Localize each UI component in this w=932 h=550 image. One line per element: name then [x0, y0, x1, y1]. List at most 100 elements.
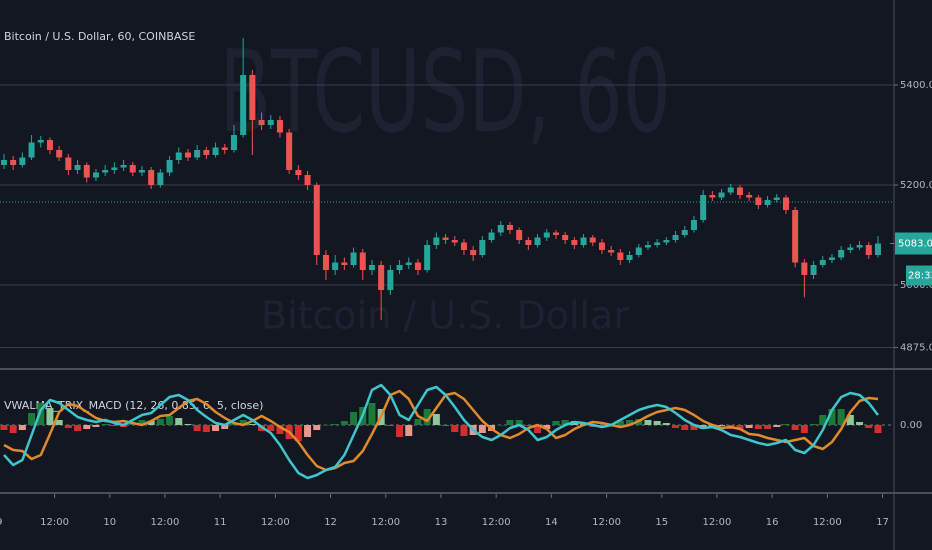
histogram-bar	[212, 425, 220, 431]
candle-body	[534, 237, 541, 245]
candle-body	[424, 245, 431, 270]
candle-body	[194, 150, 201, 158]
histogram-bar	[74, 425, 82, 431]
x-tick-label: 12:00	[813, 517, 842, 528]
histogram-bar	[83, 425, 91, 429]
candle-body	[56, 150, 63, 158]
histogram-bar	[110, 425, 118, 426]
y-tick-label: 5200.00	[900, 180, 932, 191]
histogram-bar	[101, 424, 109, 425]
histogram-bar	[865, 425, 873, 428]
histogram-bar	[690, 425, 698, 430]
candle-body	[341, 262, 348, 265]
x-tick-label: 14	[545, 517, 558, 528]
candle-body	[718, 192, 725, 198]
histogram-bar	[55, 420, 63, 425]
histogram-bar	[313, 425, 321, 430]
histogram-bar	[248, 424, 256, 425]
histogram-bar	[405, 425, 413, 436]
candle-body	[589, 237, 596, 243]
watermark-sub: Bitcoin / U.S. Dollar	[261, 294, 629, 338]
candle-body	[240, 75, 247, 135]
candle-body	[488, 232, 495, 240]
candle-body	[525, 240, 532, 245]
candle-body	[460, 242, 467, 250]
x-tick-label: 13	[435, 517, 448, 528]
histogram-bar	[386, 425, 394, 426]
x-tick-label: 12:00	[482, 517, 511, 528]
candle-body	[727, 187, 734, 193]
candle-body	[111, 167, 118, 170]
y-tick-label: 4875.00	[900, 343, 932, 354]
candle-body	[635, 247, 642, 255]
candle-body	[672, 235, 679, 240]
candle-body	[65, 157, 72, 170]
candle-body	[792, 210, 799, 263]
candle-body	[148, 170, 155, 185]
candle-body	[810, 265, 817, 275]
candle-body	[387, 270, 394, 290]
histogram-bar	[414, 419, 422, 425]
histogram-bar	[350, 412, 358, 425]
histogram-bar	[626, 420, 634, 425]
histogram-bar	[175, 418, 183, 425]
symbol-title: Bitcoin / U.S. Dollar, 60, COINBASE	[4, 30, 195, 43]
y-tick-label: 0.00	[900, 420, 922, 431]
histogram-bar	[745, 425, 753, 428]
histogram-bar	[221, 425, 229, 429]
candle-body	[470, 250, 477, 255]
histogram-bar	[368, 403, 376, 425]
histogram-bar	[202, 425, 210, 432]
candle-body	[497, 225, 504, 233]
candle-body	[74, 165, 81, 170]
countdown-label: 28:33	[908, 271, 932, 282]
histogram-bar	[782, 424, 790, 425]
indicator-line	[3, 389, 879, 472]
candle-body	[755, 197, 762, 205]
histogram-bar	[267, 425, 275, 431]
candle-body	[709, 195, 716, 198]
histogram-bar	[837, 409, 845, 425]
candle-body	[451, 240, 458, 243]
histogram-bar	[846, 415, 854, 425]
histogram-bar	[810, 424, 818, 425]
candle-body	[700, 195, 707, 220]
candle-body	[102, 170, 109, 173]
histogram-bar	[294, 425, 302, 441]
histogram-bar	[322, 425, 330, 426]
histogram-bar	[856, 422, 864, 425]
last-price-label: 5083.00	[898, 239, 932, 250]
candle-body	[608, 250, 615, 253]
candle-body	[221, 147, 228, 150]
candle-body	[157, 172, 164, 185]
x-tick-label: 12:00	[40, 517, 69, 528]
histogram-bar	[92, 425, 100, 427]
histogram-bar	[791, 425, 799, 430]
candle-body	[506, 225, 513, 230]
histogram-bar	[672, 425, 680, 428]
x-tick-label: 17	[876, 517, 889, 528]
candle-body	[120, 165, 127, 168]
candle-body	[92, 172, 99, 178]
candle-body	[212, 147, 219, 155]
histogram-bar	[800, 425, 808, 433]
histogram-bar	[561, 420, 569, 425]
candle-body	[681, 230, 688, 235]
candle-body	[598, 242, 605, 250]
candle-body	[350, 252, 357, 265]
histogram-bar	[497, 425, 505, 426]
candle-body	[782, 197, 789, 210]
candle-body	[562, 235, 569, 240]
candle-body	[626, 255, 633, 260]
histogram-bar	[9, 425, 17, 433]
candle-body	[571, 240, 578, 245]
candle-body	[580, 237, 587, 245]
candle-body	[37, 140, 44, 143]
candle-body	[286, 132, 293, 170]
watermark: BTCUSD, 60	[219, 25, 670, 158]
histogram-bar	[64, 425, 72, 428]
candle-body	[313, 185, 320, 255]
candle-body	[801, 262, 808, 275]
candle-body	[332, 262, 339, 270]
candle-body	[10, 160, 17, 165]
